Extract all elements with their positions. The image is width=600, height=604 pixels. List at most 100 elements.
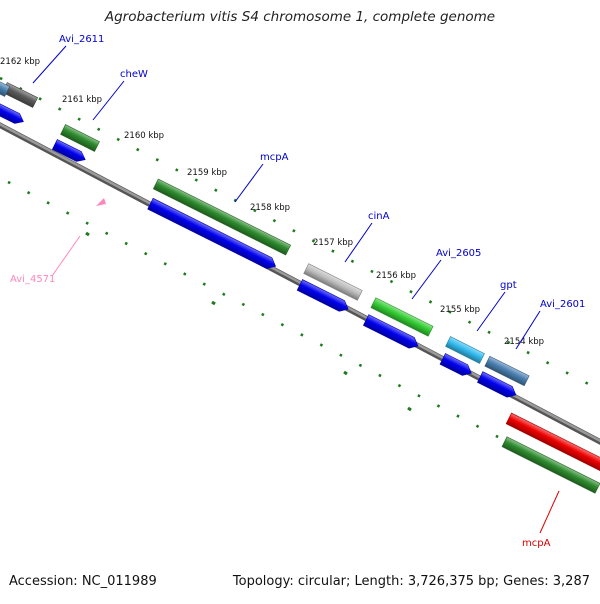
tick-mark: [144, 251, 148, 256]
kbp-label: 2155 kbp: [440, 305, 480, 315]
feature-body: [477, 371, 517, 398]
cds-gpt-arrow: [439, 353, 472, 376]
gene-avi-2605-block: [370, 297, 434, 337]
tick-mark: [96, 127, 101, 132]
feature-body: [445, 336, 485, 364]
gene-label: Avi_2605: [436, 248, 481, 259]
cds-avi-2611-arrow: [0, 102, 24, 124]
tick-mark: [26, 191, 31, 195]
tick-mark: [65, 211, 70, 215]
gene-avi-2612-block: [0, 79, 11, 97]
tick-mark: [85, 221, 89, 225]
feature-body: [370, 297, 434, 337]
cds-avi-2605-arrow: [362, 314, 419, 349]
feature-body: [0, 79, 11, 97]
tick-mark: [397, 383, 402, 388]
gene-avi-4571-marker: [96, 198, 106, 206]
major-tick-mark: [343, 370, 348, 376]
tick-mark: [526, 350, 530, 355]
tick-mark: [272, 218, 277, 223]
tick-mark: [436, 404, 441, 408]
major-tick-mark: [211, 300, 216, 306]
gene-mcpa-lower-red-block: [505, 412, 600, 474]
tick-mark: [358, 363, 363, 368]
cds-mcpa-upper-arrow: [147, 197, 277, 269]
gene-label-leader-line: [411, 259, 442, 300]
cds-avi-2601-arrow: [477, 371, 517, 398]
tick-mark: [163, 262, 167, 266]
tick-mark: [104, 231, 109, 236]
tick-mark: [194, 178, 199, 182]
tick-mark: [300, 333, 304, 337]
feature-body: [152, 178, 292, 256]
kbp-label: 2157 kbp: [313, 238, 353, 248]
feature-body: [505, 412, 600, 474]
tick-mark: [495, 434, 499, 439]
tick-mark: [253, 208, 257, 213]
tick-mark: [339, 353, 343, 357]
tick-mark: [378, 373, 382, 378]
gene-chew-block: [60, 124, 100, 152]
tick-mark: [292, 229, 296, 233]
tick-mark: [565, 371, 569, 375]
tick-mark: [202, 282, 206, 286]
feature-body: [60, 124, 100, 152]
tick-mark: [448, 310, 452, 314]
gene-label: Avi_2601: [540, 299, 585, 310]
tick-mark: [116, 137, 120, 142]
gene-label: mcpA: [522, 538, 551, 549]
feature-body: [484, 355, 530, 387]
tick-mark: [136, 147, 140, 152]
tick-mark: [222, 292, 226, 297]
feature-body: [0, 102, 24, 124]
major-tick-mark: [85, 231, 90, 237]
tick-mark: [7, 180, 11, 185]
feature-body: [147, 197, 277, 269]
tick-mark: [175, 168, 179, 172]
tick-mark: [428, 300, 433, 304]
gene-label: mcpA: [260, 152, 289, 163]
kbp-label: 2160 kbp: [124, 131, 164, 141]
tick-mark: [350, 259, 355, 264]
gene-label-leader-line: [539, 490, 560, 534]
tick-mark: [38, 97, 42, 101]
gene-label-leader-line: [51, 235, 81, 277]
feature-body: [439, 353, 472, 376]
gene-label-leader-line: [515, 310, 541, 350]
feature-body: [362, 314, 419, 349]
map-title: Agrobacterium vitis S4 chromosome 1, com…: [104, 9, 496, 25]
tick-mark: [487, 330, 491, 335]
tick-mark: [155, 158, 159, 162]
genome-summary-text: Topology: circular; Length: 3,726,375 bp…: [232, 574, 590, 589]
gene-avi-2601-block: [484, 355, 530, 387]
gene-label-leader-line: [344, 222, 373, 263]
tick-mark: [214, 188, 218, 192]
tick-mark: [311, 239, 316, 243]
tick-mark: [409, 289, 413, 294]
feature-body: [296, 279, 349, 312]
tick-mark: [241, 302, 246, 307]
tick-mark: [545, 361, 550, 365]
gene-cina-block: [303, 263, 363, 301]
gene-mcpa-upper-block: [152, 178, 292, 256]
tick-mark: [183, 272, 187, 276]
kbp-label: 2158 kbp: [250, 203, 290, 213]
cds-cina-arrow: [296, 279, 349, 312]
accession-text: Accession: NC_011989: [9, 574, 157, 589]
tick-mark: [0, 76, 3, 81]
gene-label: cinA: [368, 211, 390, 222]
feature-body: [501, 436, 600, 494]
gene-mcpa-lower-green-block: [501, 436, 600, 494]
tick-mark: [467, 320, 472, 324]
kbp-label: 2156 kbp: [376, 271, 416, 281]
gene-label-leader-line: [476, 291, 506, 332]
upper-tick-row: [0, 76, 589, 385]
gene-label: Avi_2611: [59, 34, 104, 45]
feature-body: [303, 263, 363, 301]
tick-mark: [261, 312, 265, 317]
tick-mark: [584, 381, 589, 385]
tick-mark: [124, 241, 128, 246]
tick-mark: [389, 279, 394, 284]
